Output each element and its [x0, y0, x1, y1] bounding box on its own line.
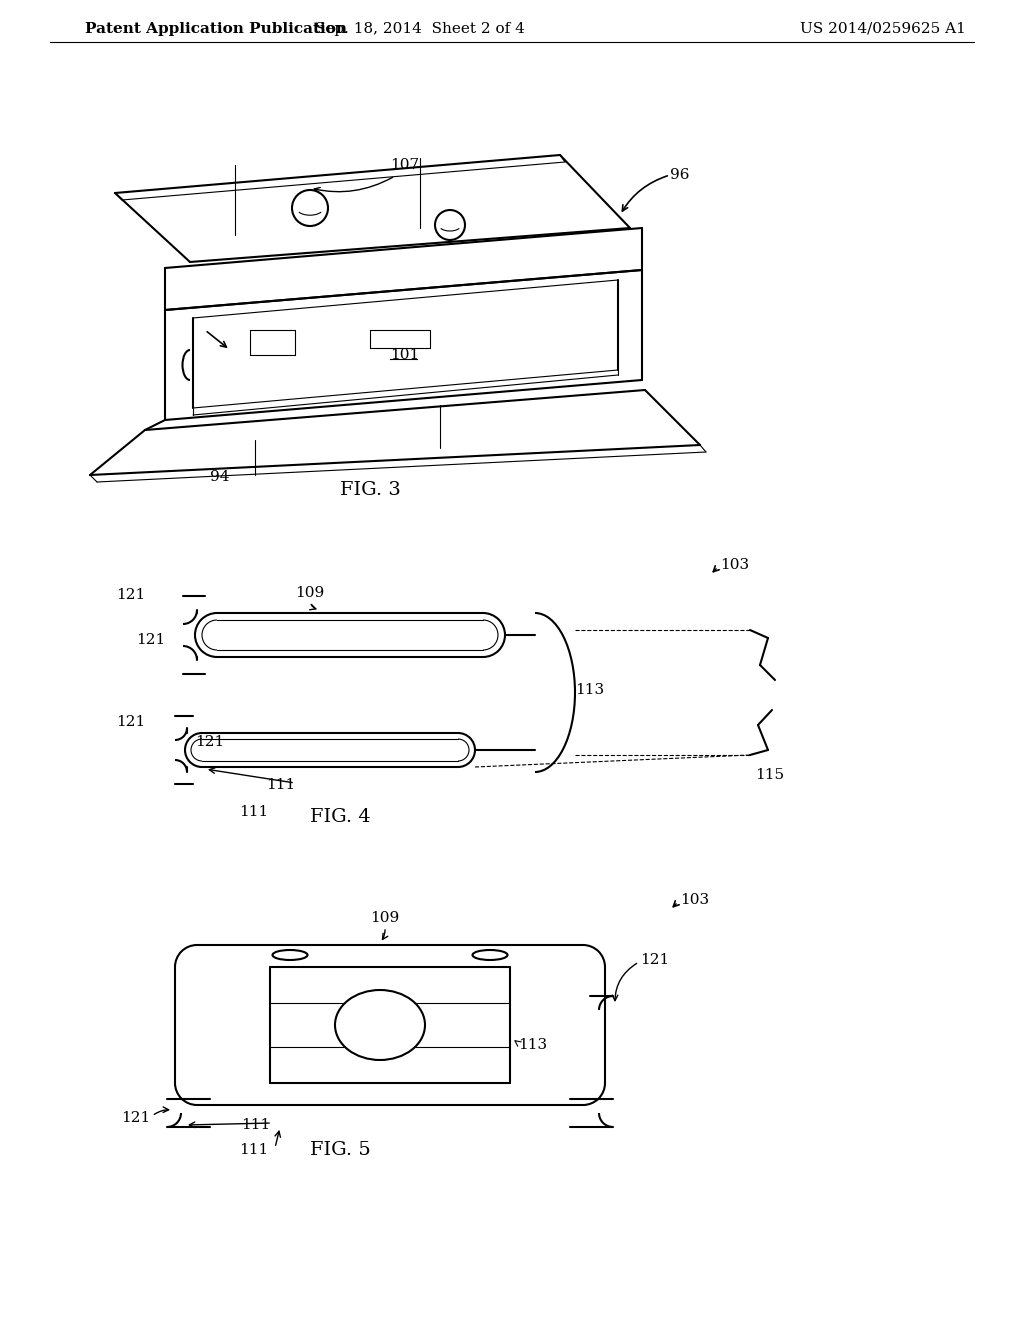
Text: 109: 109: [295, 586, 325, 601]
Circle shape: [435, 210, 465, 240]
Text: 107: 107: [390, 158, 419, 172]
Text: Sep. 18, 2014  Sheet 2 of 4: Sep. 18, 2014 Sheet 2 of 4: [315, 22, 525, 36]
Text: 121: 121: [136, 634, 165, 647]
Text: FIG. 3: FIG. 3: [340, 480, 400, 499]
Text: 109: 109: [370, 911, 399, 925]
Text: 113: 113: [518, 1038, 547, 1052]
Text: 121: 121: [116, 587, 145, 602]
Ellipse shape: [272, 950, 307, 960]
Text: 111: 111: [266, 777, 295, 792]
Text: 111: 111: [239, 1143, 268, 1158]
Text: 121: 121: [195, 735, 224, 748]
Text: 111: 111: [241, 1118, 270, 1133]
Text: FIG. 4: FIG. 4: [310, 808, 371, 826]
Circle shape: [292, 190, 328, 226]
Text: 121: 121: [116, 715, 145, 729]
Ellipse shape: [472, 950, 508, 960]
Text: US 2014/0259625 A1: US 2014/0259625 A1: [800, 22, 966, 36]
Ellipse shape: [335, 990, 425, 1060]
Text: 121: 121: [640, 953, 670, 968]
Text: 103: 103: [720, 558, 750, 572]
Text: 111: 111: [239, 805, 268, 818]
Text: 103: 103: [680, 894, 710, 907]
Text: 121: 121: [121, 1111, 150, 1125]
Text: 115: 115: [755, 768, 784, 781]
Text: 113: 113: [575, 682, 604, 697]
Text: 96: 96: [670, 168, 689, 182]
Text: FIG. 5: FIG. 5: [310, 1140, 371, 1159]
Text: Patent Application Publication: Patent Application Publication: [85, 22, 347, 36]
Text: 101: 101: [390, 348, 419, 362]
Text: 94: 94: [210, 470, 229, 484]
